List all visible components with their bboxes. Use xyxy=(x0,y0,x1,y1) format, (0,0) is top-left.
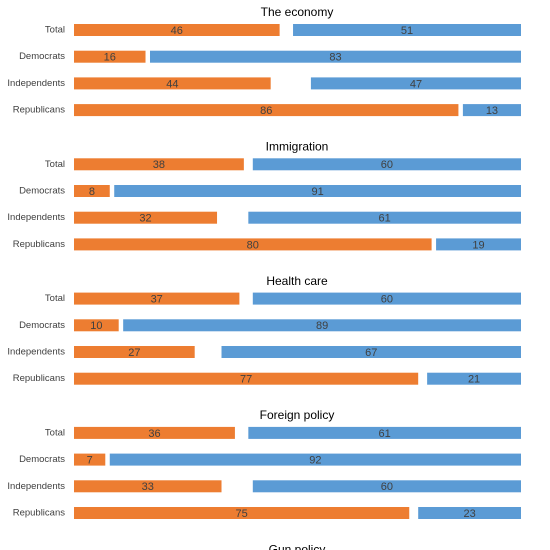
bar xyxy=(248,426,521,439)
bar xyxy=(123,319,522,332)
value-label: 10 xyxy=(90,320,102,332)
value-label: 13 xyxy=(486,105,498,117)
category-label: Democrats xyxy=(19,51,65,62)
value-label: 89 xyxy=(316,320,328,332)
category-label: Democrats xyxy=(19,320,65,331)
value-label: 27 xyxy=(128,347,140,359)
value-label: 61 xyxy=(379,428,391,440)
category-label: Republicans xyxy=(13,373,66,384)
category-label: Republicans xyxy=(13,239,66,250)
bar xyxy=(462,104,521,117)
bar xyxy=(74,77,271,90)
category-label: Total xyxy=(45,427,65,438)
bar xyxy=(74,185,110,197)
category-label: Independents xyxy=(7,481,65,492)
bar xyxy=(252,292,522,305)
category-label: Independents xyxy=(7,347,65,358)
value-label: 77 xyxy=(240,374,252,386)
value-label: 46 xyxy=(171,25,183,37)
bar xyxy=(74,24,280,36)
bar xyxy=(252,158,522,171)
value-label: 8 xyxy=(89,186,95,198)
panel-title: Foreign policy xyxy=(260,408,335,422)
bar xyxy=(252,480,522,493)
bar xyxy=(74,238,432,251)
category-label: Independents xyxy=(7,78,65,89)
value-label: 19 xyxy=(472,239,484,251)
panel-title: Gun policy xyxy=(269,542,326,550)
bar xyxy=(74,426,235,439)
category-label: Total xyxy=(45,293,65,304)
value-label: 92 xyxy=(309,455,321,467)
value-label: 61 xyxy=(379,213,391,225)
bar xyxy=(74,211,218,224)
value-label: 60 xyxy=(381,159,393,171)
category-label: Total xyxy=(45,159,65,170)
bar xyxy=(248,211,521,224)
category-label: Democrats xyxy=(19,186,65,197)
value-label: 44 xyxy=(166,78,178,90)
value-label: 21 xyxy=(468,374,480,386)
value-label: 75 xyxy=(236,508,248,520)
value-label: 33 xyxy=(142,481,154,493)
bar xyxy=(436,238,521,251)
bar xyxy=(74,507,410,519)
value-label: 60 xyxy=(381,481,393,493)
bar xyxy=(74,372,419,385)
bar xyxy=(427,372,521,385)
category-label: Republicans xyxy=(13,508,66,519)
value-label: 80 xyxy=(247,239,259,251)
panel-title: The economy xyxy=(261,5,334,19)
panel-title: Health care xyxy=(266,274,328,288)
value-label: 86 xyxy=(260,105,272,117)
value-label: 83 xyxy=(329,52,341,64)
value-label: 91 xyxy=(311,186,323,198)
value-label: 60 xyxy=(381,294,393,306)
bar xyxy=(74,158,244,171)
value-label: 51 xyxy=(401,25,413,37)
bar xyxy=(74,292,240,305)
bar xyxy=(221,346,521,358)
category-label: Democrats xyxy=(19,454,65,465)
bar xyxy=(149,50,522,63)
bar xyxy=(74,104,459,117)
category-label: Total xyxy=(45,25,65,36)
value-label: 7 xyxy=(87,455,93,467)
bar xyxy=(74,453,106,466)
bar xyxy=(114,185,521,197)
bar xyxy=(74,346,195,358)
bar xyxy=(293,24,521,36)
value-label: 67 xyxy=(365,347,377,359)
category-label: Independents xyxy=(7,212,65,223)
panel-title: Immigration xyxy=(266,139,329,153)
value-label: 23 xyxy=(463,508,475,520)
value-label: 36 xyxy=(148,428,160,440)
bar xyxy=(74,319,119,332)
value-label: 47 xyxy=(410,78,422,90)
value-label: 38 xyxy=(153,159,165,171)
value-label: 16 xyxy=(104,52,116,64)
category-label: Republicans xyxy=(13,105,66,116)
bar xyxy=(74,50,146,63)
bar xyxy=(418,507,521,519)
bar xyxy=(109,453,521,466)
value-label: 32 xyxy=(139,213,151,225)
value-label: 37 xyxy=(151,294,163,306)
bar xyxy=(310,77,521,90)
bar xyxy=(74,480,222,493)
